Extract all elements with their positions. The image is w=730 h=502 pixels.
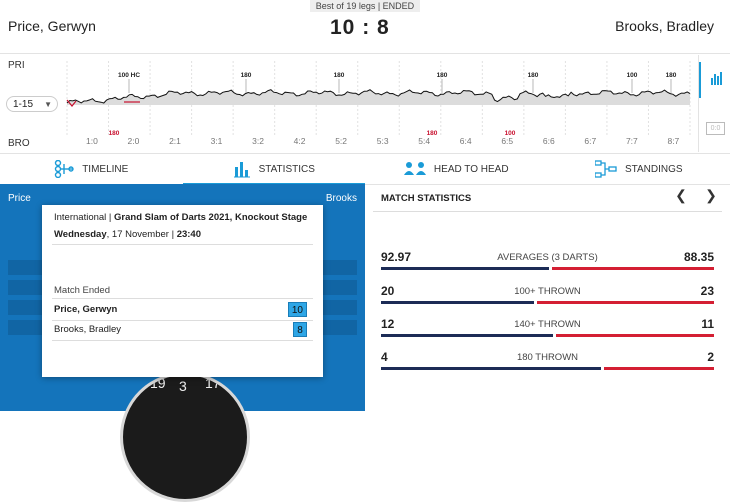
tab-label: HEAD TO HEAD <box>434 164 509 175</box>
stat-home-bar <box>381 301 534 304</box>
divider <box>373 211 722 212</box>
tab-statistics[interactable]: STATISTICS <box>183 154 366 184</box>
match-info-popup: International | Grand Slam of Darts 2021… <box>42 205 323 377</box>
leg-tick-label: 3:1 <box>211 136 223 146</box>
standings-icon <box>595 160 617 178</box>
momentum-bottom-marker: 100 <box>505 130 516 137</box>
leg-tick-label: 2:0 <box>128 136 140 146</box>
dartboard: 19 3 17 <box>120 372 250 502</box>
stat-away-value: 2 <box>707 350 714 364</box>
leg-tick-label: 1:0 <box>86 136 98 146</box>
popup-player-row: Brooks, Bradley 8 <box>54 321 311 339</box>
popup-player1-score: 10 <box>288 302 307 317</box>
leg-tick-label: 5:4 <box>418 136 430 146</box>
divider <box>52 340 313 341</box>
leg-tick-label: 6:7 <box>584 136 596 146</box>
competition-line: International | Grand Slam of Darts 2021… <box>54 212 307 223</box>
momentum-top-marker: 180 <box>334 72 345 79</box>
bar-chart-icon <box>701 62 729 98</box>
stat-away-bar <box>604 367 714 370</box>
match-day: Wednesday <box>54 229 107 240</box>
stat-label: 180 THROWN <box>381 352 714 363</box>
momentum-top-marker: 180 <box>528 72 539 79</box>
tab-bar: TIMELINE STATISTICS HEAD TO HEAD STANDIN… <box>0 153 730 185</box>
momentum-top-marker: 100 HC <box>118 72 140 79</box>
stat-home-bar <box>381 334 553 337</box>
leg-tick-label: 5:2 <box>335 136 347 146</box>
momentum-top-marker: 100 <box>627 72 638 79</box>
momentum-area <box>67 90 690 105</box>
stats-pager: ❮❯ <box>666 187 726 204</box>
leg-tick-label: 4:2 <box>294 136 306 146</box>
popup-player-row: Price, Gerwyn 10 <box>54 301 311 319</box>
stat-away-value: 11 <box>701 317 714 331</box>
match-datetime: Wednesday, 17 November | 23:40 <box>54 229 201 240</box>
next-arrow-icon[interactable]: ❯ <box>696 187 726 204</box>
stat-label: 140+ THROWN <box>381 319 714 330</box>
momentum-top-marker: 180 <box>241 72 252 79</box>
leg-tick-label: 3:2 <box>252 136 264 146</box>
stat-home-bar <box>381 267 549 270</box>
board-number: 3 <box>179 378 187 394</box>
momentum-bottom-marker: 180 <box>109 130 120 137</box>
match-status: Match Ended <box>54 285 110 296</box>
leg-tick-label: 8:7 <box>667 136 679 146</box>
momentum-bottom-marker: 180 <box>427 130 438 137</box>
previous-arrow-icon[interactable]: ❮ <box>666 187 696 204</box>
stat-away-bar <box>556 334 714 337</box>
leg-tick-label: 6:6 <box>543 136 555 146</box>
tab-timeline[interactable]: TIMELINE <box>0 154 183 184</box>
competition-name: Grand Slam of Darts 2021, Knockout Stage <box>114 212 307 223</box>
leg-tick-label: 7:7 <box>626 136 638 146</box>
stat-away-value: 88.35 <box>684 250 714 264</box>
stat-row-100-plus: 20 100+ THROWN 23 <box>381 284 714 308</box>
scoreboard-toggle-icon[interactable]: 0:0 <box>706 122 725 135</box>
stat-away-bar <box>552 267 714 270</box>
tab-standings[interactable]: STANDINGS <box>548 154 730 184</box>
momentum-chart: 1:0 2:0 2:1 3:1 3:2 4:2 5:2 5:3 5:4 6:4 6:5 6:6 6:7 7… <box>0 55 698 152</box>
board-number: 19 <box>150 375 166 391</box>
tab-label: TIMELINE <box>82 164 128 175</box>
popup-player2-name: Brooks, Bradley <box>54 324 121 335</box>
tab-label: STATISTICS <box>259 164 315 175</box>
divider <box>52 298 313 299</box>
popup-player2-score: 8 <box>293 322 307 337</box>
tab-label: STANDINGS <box>625 164 683 175</box>
board-number: 17 <box>205 375 221 391</box>
stat-label: AVERAGES (3 DARTS) <box>381 252 714 263</box>
player2-name[interactable]: Brooks, Bradley <box>615 18 714 34</box>
popup-player1-name: Price, Gerwyn <box>54 304 117 315</box>
competition-category: International <box>54 212 106 223</box>
stat-row-180: 4 180 THROWN 2 <box>381 350 714 374</box>
match-format: Best of 19 legs | ENDED <box>310 0 420 12</box>
away-player-short: Brooks <box>326 193 357 204</box>
momentum-view-toggle[interactable] <box>699 62 729 98</box>
header-divider <box>0 53 730 54</box>
tab-head-to-head[interactable]: HEAD TO HEAD <box>365 154 548 184</box>
bar-chart-icon <box>233 160 251 178</box>
match-statistics-title: MATCH STATISTICS <box>381 193 471 204</box>
leg-tick-label: 5:3 <box>377 136 389 146</box>
home-player-short: Price <box>8 193 31 204</box>
divider <box>52 244 313 245</box>
leg-tick-label: 2:1 <box>169 136 181 146</box>
match-date: 17 November <box>112 229 169 240</box>
match-time: 23:40 <box>177 229 201 240</box>
momentum-top-marker: 180 <box>666 72 677 79</box>
leg-tick-label: 6:4 <box>460 136 472 146</box>
momentum-top-marker: 180 <box>437 72 448 79</box>
leg-tick-label: 6:5 <box>501 136 513 146</box>
timeline-icon <box>54 160 74 178</box>
stat-home-bar <box>381 367 601 370</box>
stat-away-bar <box>537 301 714 304</box>
stat-row-averages: 92.97 AVERAGES (3 DARTS) 88.35 <box>381 250 714 274</box>
stat-label: 100+ THROWN <box>381 286 714 297</box>
player1-name[interactable]: Price, Gerwyn <box>8 18 96 34</box>
head-to-head-icon <box>404 161 426 177</box>
match-score: 10 : 8 <box>330 16 390 40</box>
stat-away-value: 23 <box>701 284 714 298</box>
stat-row-140-plus: 12 140+ THROWN 11 <box>381 317 714 341</box>
